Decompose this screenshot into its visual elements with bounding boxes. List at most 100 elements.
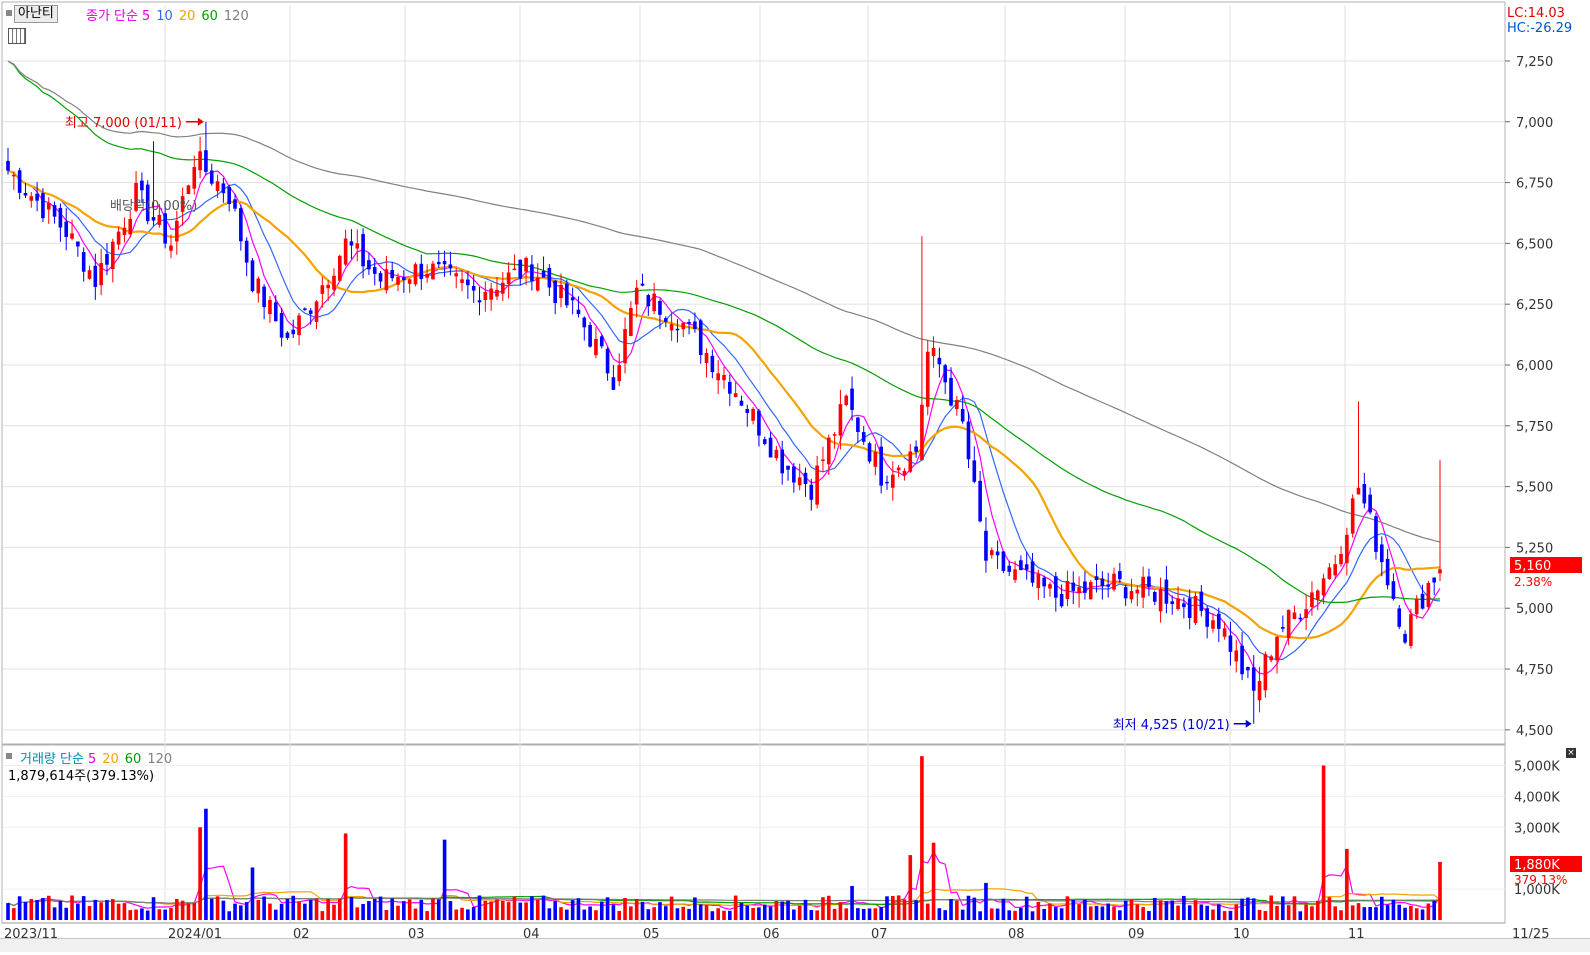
candle-body <box>338 255 342 281</box>
volume-bar <box>402 901 406 920</box>
candle-body <box>215 181 220 191</box>
volume-bar <box>891 895 895 920</box>
volume-bar <box>81 896 86 920</box>
price-tick-label-10: 4,750 <box>1516 663 1553 678</box>
candle-body <box>850 388 854 410</box>
candle-body <box>989 550 994 556</box>
table-icon[interactable] <box>8 28 26 44</box>
legend-ma5: 5 <box>141 9 151 24</box>
volume-tick-label-1: 4,000K <box>1514 790 1560 805</box>
candle-body <box>1071 582 1076 591</box>
volume-bar <box>186 903 191 920</box>
volume-bar <box>1088 906 1093 920</box>
volume-bar <box>221 900 226 920</box>
volume-bar <box>762 904 767 920</box>
volume-bar <box>35 900 39 920</box>
candle-body <box>23 193 28 196</box>
volume-bar <box>1374 907 1378 920</box>
candle-body <box>495 289 499 297</box>
candle-body <box>617 365 622 382</box>
volume-bar <box>1350 905 1355 920</box>
volume-bar <box>768 906 773 920</box>
volume-bar <box>134 909 138 920</box>
volume-bar <box>937 908 942 920</box>
candle-body <box>1286 609 1291 639</box>
volume-bar <box>262 896 266 920</box>
volume-bar <box>483 900 488 920</box>
volume-bar <box>477 895 482 920</box>
candle-body <box>291 329 296 335</box>
volume-bar <box>925 903 930 920</box>
volume-bar <box>343 833 348 920</box>
candle-body <box>442 261 447 265</box>
volume-bar <box>570 900 575 920</box>
last-ratio-tag: 379.13% <box>1514 873 1567 887</box>
volume-bar <box>41 898 45 920</box>
candle-body <box>1350 498 1355 534</box>
candle-body <box>1263 654 1268 691</box>
candle-body <box>308 310 313 314</box>
volume-bar <box>500 900 505 920</box>
price-tick-label-3: 6,500 <box>1516 237 1553 252</box>
candle-body <box>1187 598 1192 618</box>
candle-body <box>1222 628 1227 637</box>
candle-body <box>320 285 325 294</box>
volume-bar <box>64 907 69 920</box>
volume-bar <box>460 907 464 920</box>
candle-body <box>588 325 592 347</box>
horizontal-scrollbar[interactable] <box>0 938 1590 952</box>
volume-bar <box>675 908 680 920</box>
volume-bar <box>611 904 616 920</box>
volume-bar <box>320 911 325 920</box>
volume-bar <box>1048 903 1052 920</box>
close-panel-icon[interactable]: × <box>1566 748 1576 758</box>
candle-body <box>76 241 80 247</box>
candle-body <box>704 352 709 364</box>
volume-bar <box>1362 907 1367 920</box>
volume-bar <box>1141 907 1145 920</box>
candle-body <box>1065 580 1070 600</box>
candle-body <box>64 221 69 237</box>
price-tick-label-6: 5,750 <box>1516 420 1553 435</box>
volume-bar <box>1438 861 1442 920</box>
candle-body <box>1036 573 1041 588</box>
candle-body <box>1158 588 1163 612</box>
candle-body <box>367 260 371 270</box>
volume-bar <box>797 905 802 920</box>
volume-bar <box>471 907 476 920</box>
volume-bar <box>809 910 814 920</box>
candle-body <box>873 452 878 467</box>
volume-bar <box>943 910 948 920</box>
candle-body <box>221 183 226 194</box>
candle-body <box>448 264 453 269</box>
volume-bar <box>541 895 546 920</box>
volume-bar <box>1065 896 1070 920</box>
volume-bar <box>1298 911 1303 920</box>
candle-body <box>1088 582 1093 600</box>
candle-body <box>518 259 523 279</box>
candle-body <box>745 408 750 414</box>
candle-body <box>1420 593 1425 609</box>
volume-bar <box>733 895 738 920</box>
volume-bar <box>605 897 610 920</box>
volume-bar <box>70 895 74 920</box>
high-annotation: 최고 7,000 (01/11) <box>65 116 204 131</box>
candle-body <box>1315 590 1320 600</box>
volume-bar <box>669 896 674 920</box>
volume-bar <box>1275 906 1279 920</box>
candle-body <box>1059 593 1064 607</box>
stock-name-button[interactable]: 아난티 <box>14 5 58 23</box>
volume-bar <box>1333 906 1338 920</box>
candle-body <box>757 410 761 436</box>
volume-bar <box>1234 904 1239 920</box>
volume-bar <box>955 900 959 920</box>
volume-bar <box>821 897 825 920</box>
candle-body <box>35 193 39 201</box>
volume-bar <box>716 908 720 920</box>
candle-body <box>576 309 581 314</box>
volume-bar <box>826 895 831 920</box>
candle-body <box>634 287 639 305</box>
volume-bar <box>17 896 22 920</box>
volume-bar <box>12 908 16 920</box>
